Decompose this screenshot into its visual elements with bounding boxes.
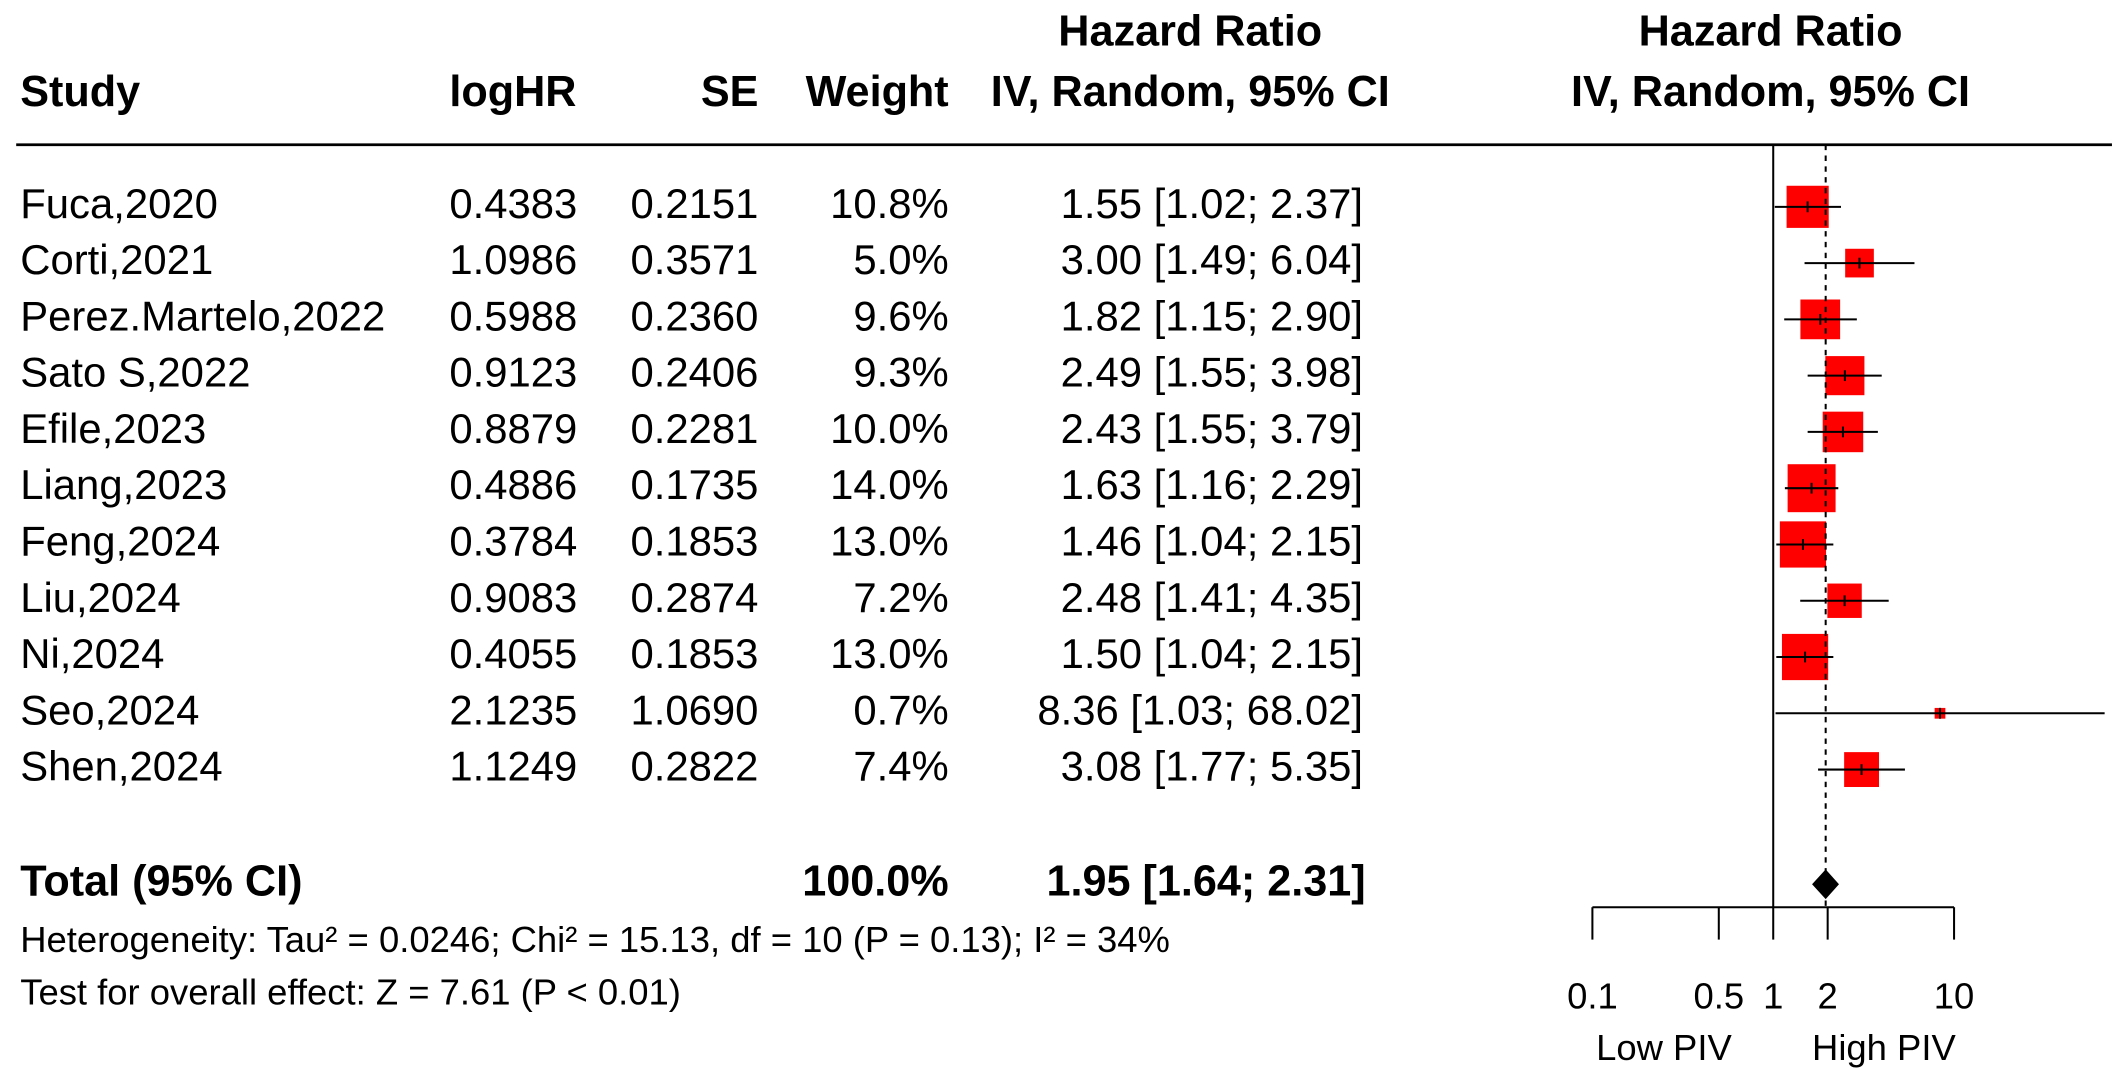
weight: 10.8% — [830, 180, 949, 227]
log-hr: 0.4055 — [449, 630, 577, 677]
x-tick-label: 0.5 — [1693, 976, 1744, 1017]
ci-label: 1.46 [1.04; 2.15] — [1061, 518, 1363, 565]
column-header: IV, Random, 95% CI — [991, 68, 1390, 116]
total-weight: 100.0% — [802, 858, 948, 906]
ci-label: 1.82 [1.15; 2.90] — [1061, 292, 1363, 339]
study-name: Perez.Martelo,2022 — [20, 292, 385, 339]
total-ci: 1.95 [1.64; 2.31] — [1046, 858, 1365, 906]
study-name: Liang,2023 — [20, 461, 227, 508]
plot-area — [1774, 185, 2105, 788]
ci-label: 8.36 [1.03; 68.02] — [1037, 686, 1363, 733]
plot-header: Hazard Ratio — [1639, 7, 1903, 55]
weight: 0.7% — [853, 686, 948, 733]
se: 0.1735 — [630, 461, 758, 508]
x-tick-label: 0.1 — [1567, 976, 1618, 1017]
ci-label: 2.48 [1.41; 4.35] — [1061, 574, 1363, 621]
ci-label: 3.08 [1.77; 5.35] — [1061, 743, 1363, 790]
column-header: SE — [701, 68, 759, 116]
weight: 14.0% — [830, 461, 949, 508]
weight: 7.2% — [853, 574, 948, 621]
se: 0.2151 — [630, 180, 758, 227]
log-hr: 0.5988 — [449, 292, 577, 339]
log-hr: 0.3784 — [449, 518, 577, 565]
log-hr: 2.1235 — [449, 686, 577, 733]
log-hr: 1.1249 — [449, 743, 577, 790]
column-header: Hazard Ratio — [1058, 7, 1322, 55]
x-axis-label: High PIV — [1812, 1027, 1956, 1068]
weight: 9.6% — [853, 292, 948, 339]
study-name: Liu,2024 — [20, 574, 181, 621]
ci-label: 1.50 [1.04; 2.15] — [1061, 630, 1363, 677]
heterogeneity: Heterogeneity: Tau² = 0.0246; Chi² = 15.… — [20, 919, 1170, 960]
ci-label: 2.49 [1.55; 3.98] — [1061, 349, 1363, 396]
se: 0.2281 — [630, 405, 758, 452]
study-name: Shen,2024 — [20, 743, 222, 790]
x-tick-label: 1 — [1763, 976, 1783, 1017]
x-tick-label: 2 — [1818, 976, 1838, 1017]
study-name: Feng,2024 — [20, 518, 220, 565]
pooled-diamond — [1812, 869, 1839, 900]
se: 0.1853 — [630, 518, 758, 565]
study-name: Ni,2024 — [20, 630, 164, 677]
study-name: Seo,2024 — [20, 686, 199, 733]
log-hr: 0.4886 — [449, 461, 577, 508]
study-name: Fuca,2020 — [20, 180, 218, 227]
ci-label: 1.55 [1.02; 2.37] — [1061, 180, 1363, 227]
weight: 13.0% — [830, 630, 949, 677]
study-name: Sato S,2022 — [20, 349, 250, 396]
log-hr: 0.9123 — [449, 349, 577, 396]
study-name: Efile,2023 — [20, 405, 206, 452]
study-name: Corti,2021 — [20, 236, 213, 283]
se: 0.1853 — [630, 630, 758, 677]
se: 0.2822 — [630, 743, 758, 790]
column-header: logHR — [449, 68, 576, 116]
se: 0.2406 — [630, 349, 758, 396]
se: 0.2360 — [630, 292, 758, 339]
overall-effect: Test for overall effect: Z = 7.61 (P < 0… — [20, 972, 681, 1013]
ci-label: 3.00 [1.49; 6.04] — [1061, 236, 1363, 283]
log-hr: 0.4383 — [449, 180, 577, 227]
column-header: Study — [20, 68, 140, 116]
plot-header: IV, Random, 95% CI — [1571, 68, 1970, 116]
weight: 5.0% — [853, 236, 948, 283]
log-hr: 0.9083 — [449, 574, 577, 621]
weight: 9.3% — [853, 349, 948, 396]
log-hr: 0.8879 — [449, 405, 577, 452]
x-axis-label: Low PIV — [1596, 1027, 1732, 1068]
ci-label: 2.43 [1.55; 3.79] — [1061, 405, 1363, 452]
ci-label: 1.63 [1.16; 2.29] — [1061, 461, 1363, 508]
weight: 13.0% — [830, 518, 949, 565]
column-header: Weight — [806, 68, 949, 116]
weight: 10.0% — [830, 405, 949, 452]
se: 0.3571 — [630, 236, 758, 283]
total-label: Total (95% CI) — [20, 858, 302, 906]
weight: 7.4% — [853, 743, 948, 790]
x-tick-label: 10 — [1934, 976, 1975, 1017]
se: 1.0690 — [630, 686, 758, 733]
log-hr: 1.0986 — [449, 236, 577, 283]
se: 0.2874 — [630, 574, 758, 621]
